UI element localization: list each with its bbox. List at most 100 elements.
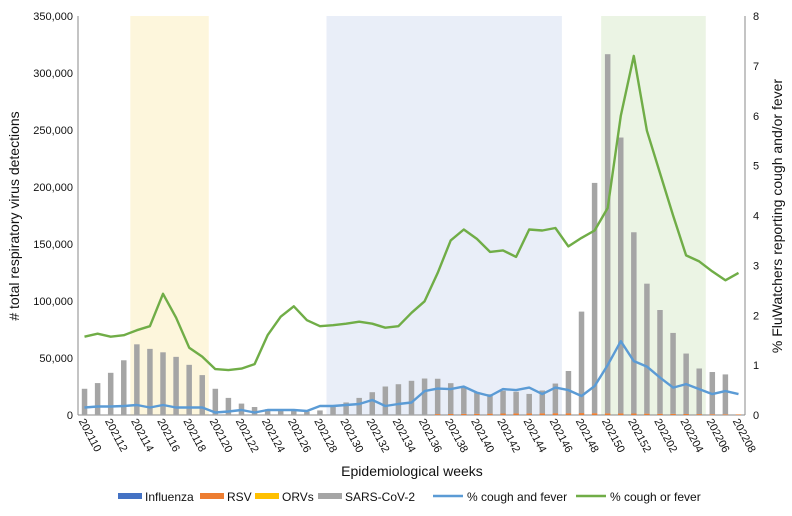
bar-sars-cov-2-202131	[356, 397, 362, 415]
x-tick-202134: 202134	[390, 417, 418, 455]
left-tick-200000: 200,000	[33, 182, 73, 194]
bar-rsv-202203	[670, 413, 676, 415]
x-tick-202114: 202114	[128, 417, 155, 454]
left-tick-0: 0	[67, 410, 73, 422]
bar-sars-cov-2-202113	[121, 360, 127, 415]
bar-sars-cov-2-202112	[107, 372, 114, 415]
legend-label-influenza: Influenza	[145, 490, 194, 504]
x-tick-202128: 202128	[311, 417, 339, 455]
bar-sars-cov-2-202115	[147, 348, 153, 415]
x-tick-202206: 202206	[704, 417, 732, 455]
bar-rsv-202206	[709, 414, 716, 415]
bar-sars-cov-2-202152	[631, 232, 637, 414]
x-tick-202116: 202116	[154, 417, 181, 454]
bar-sars-cov-2-202145	[539, 390, 546, 414]
bar-sars-cov-2-202151	[618, 137, 624, 414]
shaded-period-1	[130, 16, 209, 415]
bar-rsv-202205	[696, 414, 702, 415]
bar-rsv-202145	[539, 413, 546, 415]
x-tick-202150: 202150	[599, 417, 627, 455]
x-tick-202136: 202136	[416, 417, 444, 455]
legend-swatch-sars-cov-2	[318, 493, 342, 499]
bar-sars-cov-2-202142	[500, 390, 506, 414]
x-tick-202152: 202152	[625, 417, 653, 455]
bar-rsv-202148	[578, 413, 585, 415]
bar-rsv-202141	[487, 413, 493, 415]
bar-rsv-202137	[434, 414, 441, 415]
bar-sars-cov-2-202126	[291, 411, 297, 415]
bar-sars-cov-2-202135	[408, 380, 415, 415]
lines	[84, 54, 740, 414]
bar-sars-cov-2-202150	[604, 54, 611, 414]
bar-sars-cov-2-202124	[264, 409, 271, 415]
left-tick-350000: 350,000	[33, 11, 73, 23]
bar-sars-cov-2-202130	[343, 402, 349, 415]
x-tick-202112: 202112	[102, 417, 129, 454]
legend: Influenza RSV ORVs SARS-CoV-2 % cough and fe…	[118, 490, 701, 504]
bar-sars-cov-2-202110	[81, 388, 88, 415]
x-tick-202118: 202118	[181, 417, 208, 454]
legend-label-orvs: ORVs	[282, 490, 314, 504]
bar-sars-cov-2-202118	[186, 364, 192, 415]
bar-sars-cov-2-202143	[513, 391, 519, 414]
right-tick-7: 7	[753, 61, 759, 73]
line--cough-or-fever	[84, 54, 740, 372]
bar-sars-cov-2-202140	[474, 392, 480, 414]
bar-sars-cov-2-202144	[526, 393, 532, 414]
right-tick-1: 1	[753, 360, 759, 372]
x-tick-202138: 202138	[442, 417, 470, 455]
bar-sars-cov-2-202137	[434, 378, 441, 415]
x-tick-202132: 202132	[364, 417, 392, 455]
x-tick-202120: 202120	[207, 417, 235, 455]
bar-sars-cov-2-202116	[160, 352, 166, 415]
bar-rsv-202204	[683, 413, 689, 415]
left-axis-title: # total respiratory virus detections	[6, 111, 22, 320]
bar-rsv-202201	[644, 413, 650, 415]
bar-sars-cov-2-202114	[134, 344, 140, 415]
bar-sars-cov-2-202138	[447, 383, 454, 414]
x-tick-202140: 202140	[468, 417, 496, 455]
left-tick-50000: 50,000	[39, 353, 73, 365]
x-tick-202208: 202208	[730, 417, 758, 455]
bar-sars-cov-2-202134	[395, 384, 402, 415]
bar-sars-cov-2-202202	[657, 310, 663, 414]
right-tick-5: 5	[753, 161, 759, 173]
x-tick-202126: 202126	[285, 417, 313, 455]
bar-sars-cov-2-202128	[317, 410, 323, 415]
left-tick-labels: 0 50,000 100,000 150,000 200,000 250,000 300,0…	[33, 11, 73, 422]
x-axis-title: Epidemiological weeks	[341, 463, 483, 479]
bar-rsv-202139	[461, 413, 467, 415]
bar-rsv-202149	[591, 413, 598, 415]
bar-sars-cov-2-202148	[578, 311, 585, 414]
bar-sars-cov-2-202117	[173, 356, 179, 415]
shaded-periods	[130, 16, 706, 415]
shaded-period-2	[326, 16, 562, 415]
bar-rsv-202150	[604, 413, 611, 415]
legend-label--cough-and-fever: % cough and fever	[467, 490, 567, 504]
bar-rsv-202142	[500, 413, 506, 415]
shaded-period-3	[601, 16, 706, 415]
right-tick-8: 8	[753, 11, 759, 23]
bar-sars-cov-2-202139	[461, 387, 467, 414]
x-tick-labels: 2021102021122021142021162021182021202021…	[76, 417, 758, 455]
bar-rsv-202147	[565, 413, 572, 415]
bar-sars-cov-2-202132	[369, 392, 376, 415]
bar-rsv-202140	[474, 413, 480, 415]
bars	[81, 54, 742, 415]
bar-rsv-202202	[657, 413, 663, 415]
right-tick-labels: 0 1 2 3 4 5 6 7 8	[753, 11, 759, 422]
left-tick-250000: 250,000	[33, 125, 73, 137]
bar-sars-cov-2-202127	[304, 411, 310, 415]
bar-sars-cov-2-202120	[212, 388, 219, 415]
x-tick-202142: 202142	[494, 417, 522, 455]
x-tick-202124: 202124	[259, 417, 287, 455]
bar-rsv-202144	[526, 413, 532, 415]
right-tick-2: 2	[753, 310, 759, 322]
bar-sars-cov-2-202149	[591, 182, 598, 414]
left-tick-150000: 150,000	[33, 239, 73, 251]
bar-sars-cov-2-202146	[552, 383, 559, 414]
bar-sars-cov-2-202123	[251, 407, 258, 415]
bar-sars-cov-2-202203	[670, 332, 676, 414]
